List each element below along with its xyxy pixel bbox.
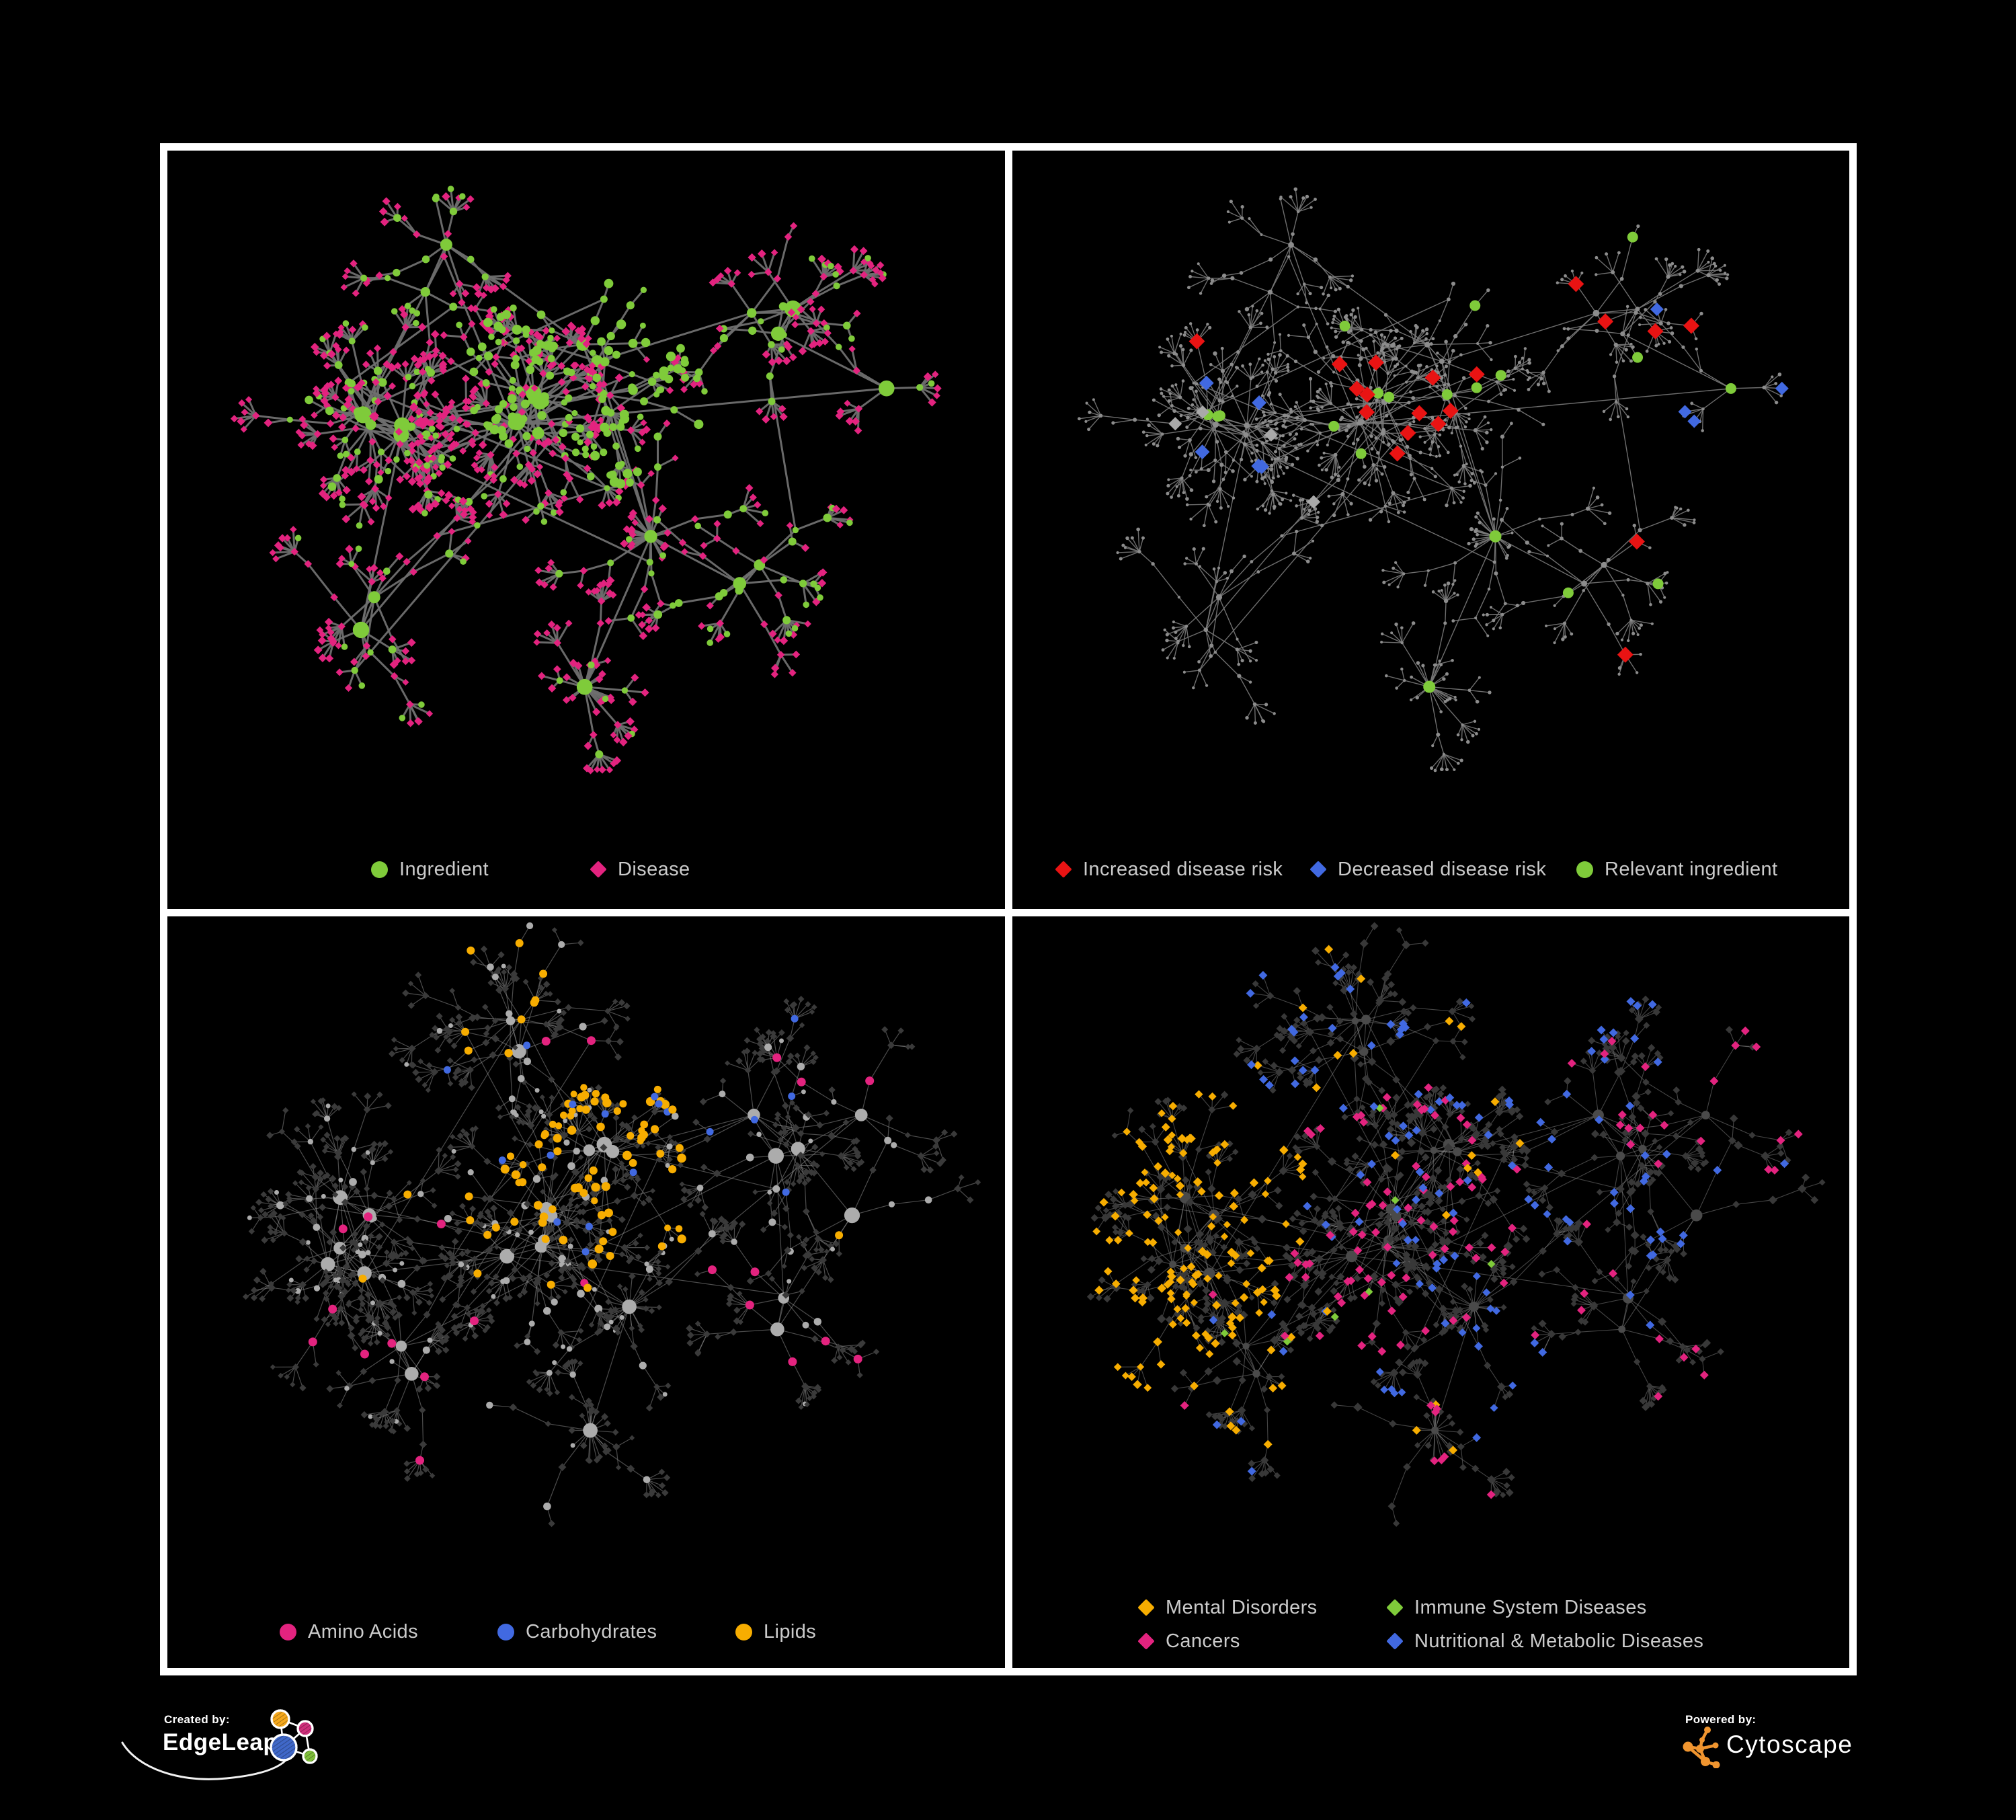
panel-metabolite-classes: Amino Acids Carbohydrates Lipids (167, 916, 1005, 1668)
legend-item-mental-disorders: Mental Disorders (1137, 1593, 1318, 1622)
disease-category-network-graph (1086, 922, 1826, 1528)
ingredient-circle-icon (371, 861, 388, 878)
created-by-label: Created by: (164, 1713, 230, 1726)
carbohydrates-circle-icon (497, 1623, 514, 1640)
legend-label: Lipids (764, 1620, 817, 1643)
legend-item-increased-risk: Increased disease risk (1055, 855, 1283, 884)
legend-item-lipids: Lipids (735, 1617, 816, 1647)
legend-label: Ingredient (399, 858, 489, 880)
legend-label: Cancers (1166, 1630, 1240, 1652)
legend-item-carbohydrates: Carbohydrates (497, 1617, 657, 1647)
metabolite-network-graph (242, 922, 981, 1528)
edgeleap-logo-icon (121, 1709, 318, 1780)
immune-diseases-diamond-icon (1386, 1599, 1404, 1616)
powered-by-label: Powered by: (1685, 1713, 1757, 1726)
legend-label: Carbohydrates (526, 1620, 657, 1643)
legend-item-nutritional-metabolic: Nutritional & Metabolic Diseases (1386, 1626, 1704, 1656)
legend-label: Nutritional & Metabolic Diseases (1414, 1630, 1704, 1652)
cytoscape-logo-icon (1683, 1727, 1720, 1768)
panel-grid-frame: Ingredient Disease Increased disease ris… (160, 143, 1857, 1675)
legend-item-relevant-ingredient: Relevant ingredient (1576, 855, 1777, 884)
legend-label: Disease (618, 858, 690, 880)
nutritional-metabolic-diamond-icon (1386, 1632, 1404, 1650)
relevant-ingredient-circle-icon (1576, 861, 1593, 878)
edgeleap-brand-text: EdgeLeap (163, 1729, 278, 1755)
panel-disease-risk: Increased disease risk Decreased disease… (1012, 151, 1849, 909)
mental-disorders-diamond-icon (1137, 1599, 1155, 1616)
amino-acids-circle-icon (280, 1623, 296, 1640)
legend-label: Mental Disorders (1166, 1596, 1318, 1618)
disease-risk-network-graph (1078, 187, 1789, 773)
cytoscape-brand-text: Cytoscape (1726, 1731, 1853, 1758)
decreased-risk-diamond-icon (1309, 861, 1327, 878)
panel-disease-categories: Mental Disorders Immune System Diseases … (1012, 916, 1849, 1668)
disease-diamond-icon (590, 861, 607, 878)
legend-item-amino-acids: Amino Acids (280, 1617, 418, 1647)
legend-label: Increased disease risk (1083, 858, 1283, 880)
increased-risk-diamond-icon (1055, 861, 1072, 878)
legend-item-ingredient: Ingredient (371, 855, 489, 884)
legend-label: Decreased disease risk (1338, 858, 1547, 880)
ingredient-disease-network-graph (230, 186, 942, 775)
legend-label: Immune System Diseases (1414, 1596, 1647, 1618)
legend-label: Relevant ingredient (1605, 858, 1778, 880)
legend-item-immune-diseases: Immune System Diseases (1386, 1593, 1647, 1622)
lipids-circle-icon (735, 1623, 752, 1640)
cancers-diamond-icon (1137, 1632, 1155, 1650)
legend-item-decreased-risk: Decreased disease risk (1309, 855, 1547, 884)
legend-item-cancers: Cancers (1137, 1626, 1240, 1656)
legend-label: Amino Acids (308, 1620, 418, 1643)
panel-ingredient-disease: Ingredient Disease (167, 151, 1005, 909)
legend-item-disease: Disease (590, 855, 690, 884)
